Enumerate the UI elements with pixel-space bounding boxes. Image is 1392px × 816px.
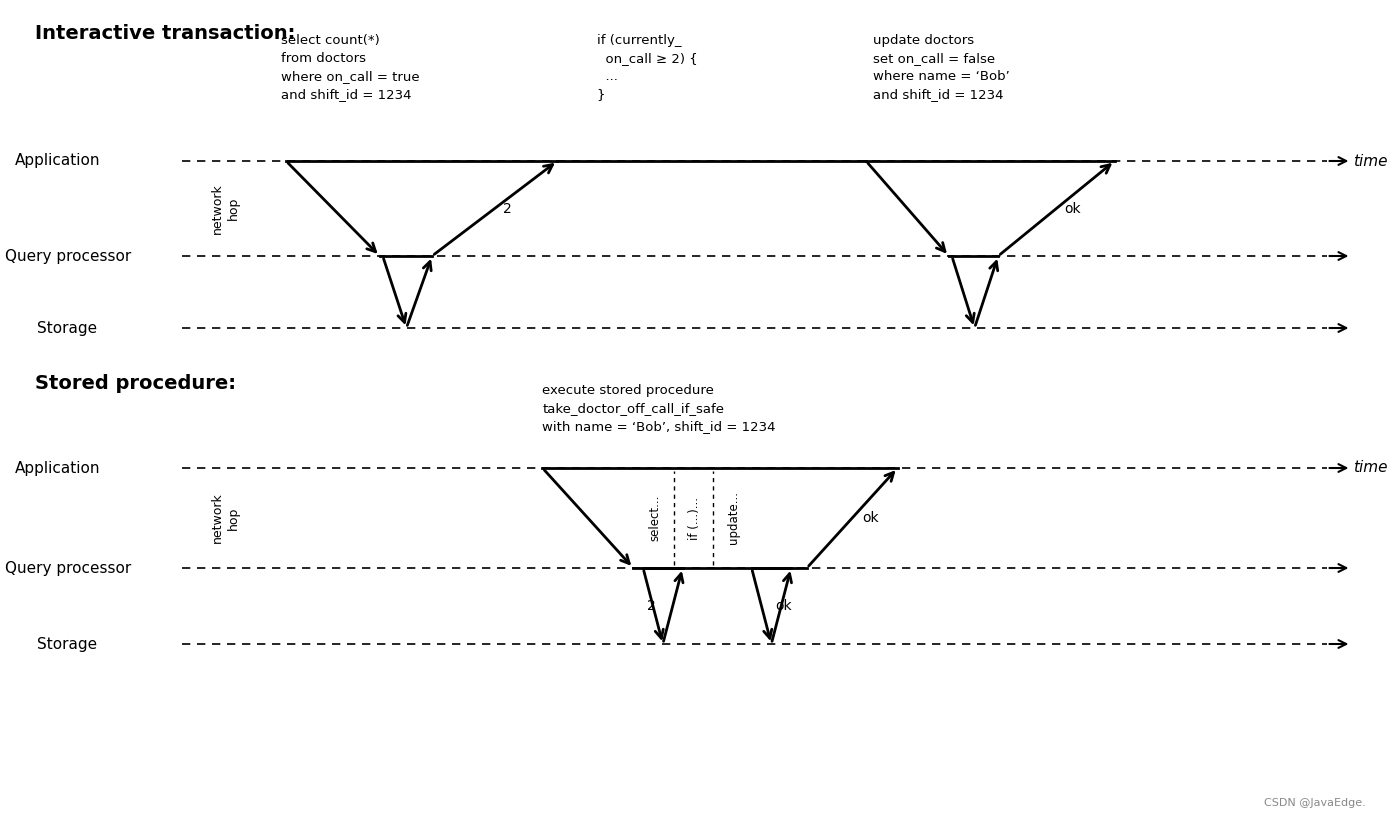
Text: Query processor: Query processor: [6, 249, 131, 264]
Text: network
hop: network hop: [210, 493, 239, 543]
Text: 2: 2: [647, 599, 656, 613]
Text: time: time: [1353, 460, 1388, 476]
Text: ok: ok: [1065, 202, 1082, 215]
Text: Storage: Storage: [38, 321, 97, 335]
Text: if (...)...: if (...)...: [688, 496, 702, 539]
Text: time: time: [1353, 153, 1388, 168]
Text: ok: ok: [775, 599, 792, 613]
Text: ok: ok: [862, 511, 878, 525]
Text: Storage: Storage: [38, 636, 97, 651]
Text: Application: Application: [15, 460, 100, 476]
Text: CSDN @JavaEdge.: CSDN @JavaEdge.: [1264, 798, 1366, 808]
Text: Interactive transaction:: Interactive transaction:: [35, 24, 295, 43]
Text: select...: select...: [649, 494, 661, 541]
Text: 2: 2: [503, 202, 511, 215]
Text: execute stored procedure
take_doctor_off_call_if_safe
with name = ‘Bob’, shift_i: execute stored procedure take_doctor_off…: [543, 384, 775, 433]
Text: update...: update...: [728, 491, 741, 544]
Text: Application: Application: [15, 153, 100, 168]
Text: Stored procedure:: Stored procedure:: [35, 374, 235, 393]
Text: if (currently_
  on_call ≥ 2) {
  ...
}: if (currently_ on_call ≥ 2) { ... }: [597, 34, 697, 101]
Text: select count(*)
from doctors
where on_call = true
and shift_id = 1234: select count(*) from doctors where on_ca…: [281, 34, 420, 101]
Text: Query processor: Query processor: [6, 561, 131, 575]
Text: network
hop: network hop: [210, 183, 239, 234]
Text: update doctors
set on_call = false
where name = ‘Bob’
and shift_id = 1234: update doctors set on_call = false where…: [873, 34, 1009, 101]
